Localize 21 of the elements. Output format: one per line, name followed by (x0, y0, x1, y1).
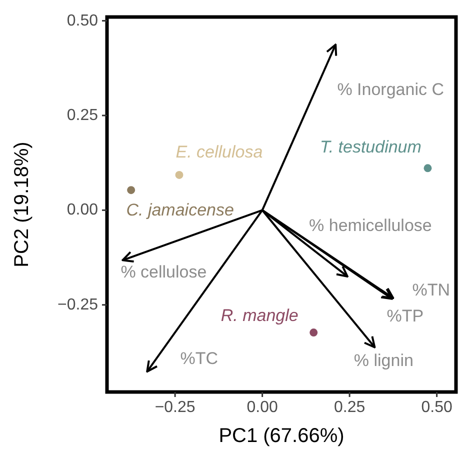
series-label: % cellulose (120, 262, 207, 282)
series-label: % Inorganic C (337, 80, 444, 100)
y-tick-label: 0.00 (66, 202, 98, 219)
y-axis-title: PC2 (19.18%) (11, 142, 33, 268)
y-tick-label: 0.25 (66, 106, 98, 124)
y-tick-label: −0.25 (58, 296, 98, 314)
x-tick-label: 0.50 (421, 399, 452, 416)
series-label: %TN (412, 280, 450, 300)
x-axis-title: PC1 (67.66%) (218, 425, 344, 447)
series-label: T. testudinum (320, 138, 422, 157)
x-tick-label: 0.25 (334, 399, 366, 416)
series-label: % hemicellulose (309, 216, 432, 235)
series-label: R. mangle (220, 306, 298, 326)
series-label: %TC (180, 349, 218, 368)
series-label: C. jamaicense (126, 200, 234, 220)
series-label: % lignin (354, 350, 414, 370)
x-tick-label: −0.25 (154, 399, 196, 416)
series-label: %TP (386, 306, 424, 326)
series-label: E. cellulosa (176, 142, 263, 162)
y-tick-label: 0.50 (66, 12, 98, 30)
x-tick-label: 0.00 (246, 399, 278, 416)
